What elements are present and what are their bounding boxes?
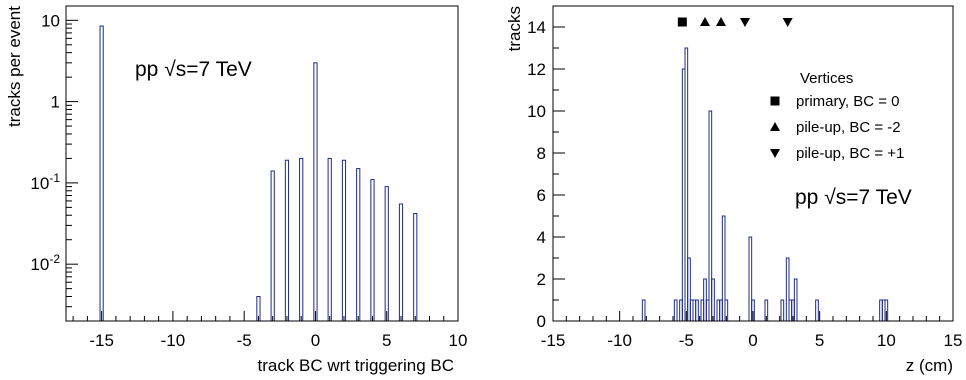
left-y-tick-base: 10 bbox=[30, 255, 49, 274]
right-annotation: pp √s=7 TeV bbox=[795, 186, 912, 209]
vertex-marker-pile-up-minus2 bbox=[716, 17, 726, 26]
left-x-tick-label: 10 bbox=[449, 331, 468, 350]
left-y-tick-label: 10-1 bbox=[30, 171, 60, 193]
left-bar bbox=[284, 159, 290, 322]
right-x-tick-label: 5 bbox=[815, 331, 824, 350]
vertex-marker-pile-up-minus2 bbox=[700, 17, 710, 26]
right-vertex-markers bbox=[677, 17, 793, 27]
legend-title: Vertices bbox=[800, 70, 853, 87]
right-bin bbox=[793, 278, 798, 322]
right-y-tick-label: 0 bbox=[537, 312, 546, 331]
left-bar bbox=[270, 170, 275, 322]
left-bar bbox=[384, 186, 389, 322]
right-x-tick-label: -5 bbox=[679, 331, 694, 350]
legend-marker-primary bbox=[770, 96, 780, 106]
vertex-marker-pile-up-plus1 bbox=[782, 18, 793, 27]
right-y-tick-label: 14 bbox=[527, 18, 546, 37]
left-plot-frame bbox=[65, 5, 459, 322]
left-y-tick-exponent: -2 bbox=[49, 252, 60, 266]
right-plot-frame bbox=[552, 5, 954, 322]
right-bin bbox=[695, 299, 699, 322]
right-bin bbox=[711, 278, 715, 322]
right-y-tick-label: 12 bbox=[527, 60, 546, 79]
left-y-tick-label: 1 bbox=[51, 93, 60, 112]
right-bin bbox=[815, 299, 819, 322]
legend-entry-label: primary, BC = 0 bbox=[796, 93, 900, 110]
left-bar bbox=[398, 203, 404, 322]
right-x-tick-label: 0 bbox=[748, 331, 757, 350]
right-x-axis-title: z (cm) bbox=[906, 356, 953, 375]
left-bar bbox=[313, 62, 318, 322]
left-x-tick-label: 5 bbox=[382, 331, 391, 350]
right-x-ticks: -15 -10 -5 0 5 10 15 bbox=[541, 311, 963, 350]
right-bars bbox=[641, 47, 889, 322]
left-bar bbox=[327, 157, 332, 322]
legend-marker-pile-up-minus2 bbox=[770, 122, 780, 131]
left-x-tick-label: -15 bbox=[89, 331, 114, 350]
right-x-tick-label: -10 bbox=[607, 331, 632, 350]
legend-marker-pile-up-plus1 bbox=[770, 149, 780, 158]
right-y-tick-label: 2 bbox=[537, 270, 546, 289]
vertex-marker-pile-up-plus1 bbox=[740, 18, 750, 27]
left-y-tick-label: 10 bbox=[41, 11, 60, 30]
left-y-tick-label: 10-2 bbox=[30, 252, 60, 274]
left-bar bbox=[370, 179, 375, 322]
vertex-marker-primary bbox=[677, 17, 687, 27]
right-bin bbox=[780, 299, 785, 322]
right-y-tick-label: 6 bbox=[537, 186, 546, 205]
right-y-ticks: 0 2 4 6 8 10 12 14 bbox=[527, 18, 565, 331]
right-x-tick-label: -15 bbox=[541, 331, 566, 350]
right-bin bbox=[673, 299, 678, 322]
left-bar bbox=[356, 168, 361, 322]
left-y-tick-base: 1 bbox=[51, 93, 60, 112]
left-y-tick-exponent: -1 bbox=[49, 171, 60, 185]
left-y-axis-title: tracks per event bbox=[5, 6, 24, 127]
left-x-tick-label: 0 bbox=[311, 331, 320, 350]
left-x-ticks: -15 -10 -5 0 5 10 bbox=[72, 311, 468, 350]
right-x-tick-label: 15 bbox=[944, 331, 963, 350]
right-chart: -15 -10 -5 0 5 10 15 0 2 4 6 8 10 12 14 Vertices prim… bbox=[505, 5, 963, 375]
left-bar bbox=[413, 213, 418, 322]
left-x-tick-label: -10 bbox=[161, 331, 186, 350]
left-bar bbox=[299, 157, 304, 322]
legend-entry-label: pile-up, BC = +1 bbox=[796, 145, 904, 162]
left-x-tick-label: -5 bbox=[237, 331, 252, 350]
right-legend: Vertices primary, BC = 0 pile-up, BC = -2… bbox=[770, 70, 904, 162]
left-annotation: pp √s=7 TeV bbox=[135, 58, 252, 81]
right-y-tick-label: 8 bbox=[537, 144, 546, 163]
left-bar bbox=[99, 25, 104, 322]
legend-entry-label: pile-up, BC = -2 bbox=[796, 119, 901, 136]
right-x-tick-label: 10 bbox=[877, 331, 896, 350]
left-x-axis-title: track BC wrt triggering BC bbox=[258, 356, 455, 375]
right-bin bbox=[641, 299, 646, 322]
left-y-tick-base: 10 bbox=[41, 11, 60, 30]
left-bar bbox=[341, 159, 347, 322]
left-y-tick-base: 10 bbox=[30, 174, 49, 193]
right-y-tick-label: 4 bbox=[537, 228, 546, 247]
right-y-tick-label: 10 bbox=[527, 102, 546, 121]
right-y-axis-title: tracks bbox=[505, 6, 524, 51]
